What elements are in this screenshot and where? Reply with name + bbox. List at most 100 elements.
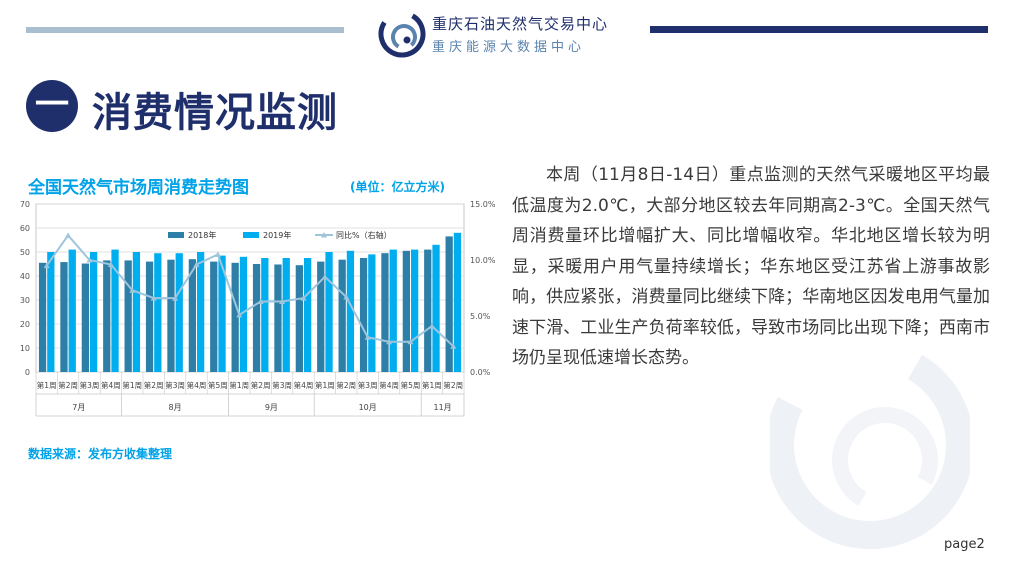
x-week-label: 第2周 — [443, 380, 463, 390]
legend-label-yoy: 同比%（右轴） — [336, 230, 392, 240]
x-week-label: 第4周 — [101, 380, 121, 390]
watermark-logo-icon — [770, 341, 970, 549]
x-week-label: 第5周 — [208, 380, 228, 390]
bar-2019 — [132, 252, 141, 372]
x-month-label: 7月 — [72, 403, 85, 412]
yoy-point — [129, 287, 136, 293]
bar-2018 — [381, 253, 389, 372]
x-week-label: 第5周 — [401, 380, 421, 390]
header-left-rule — [26, 27, 344, 33]
legend-label-2018: 2018年 — [188, 230, 216, 240]
yoy-point — [65, 232, 72, 238]
bar-2019 — [325, 252, 333, 372]
yoy-line — [45, 233, 454, 347]
yoy-point — [43, 262, 50, 269]
bar-2018 — [103, 260, 111, 372]
data-source-note: 数据来源：发布方收集整理 — [28, 447, 173, 461]
yoy-point — [279, 298, 286, 304]
bar-2019 — [111, 249, 119, 372]
bar-2018 — [188, 259, 196, 372]
logo-icon — [378, 10, 426, 58]
bar-2018 — [317, 261, 325, 372]
x-week-label: 第3周 — [272, 380, 292, 390]
header-right-rule — [650, 26, 988, 33]
y-right-tick-label: 15.0% — [470, 200, 496, 209]
bar-2019 — [154, 253, 162, 372]
bar-2018 — [81, 263, 89, 372]
x-week-label: 第3周 — [165, 380, 185, 390]
y-left-tick-label: 60 — [20, 224, 30, 233]
y-right-tick-label: 10.0% — [470, 256, 496, 265]
bar-2018 — [60, 262, 68, 372]
plot-frame — [35, 203, 465, 373]
y-right-tick-label: 5.0% — [470, 312, 491, 321]
bar-2018 — [124, 260, 132, 372]
org-name: 重庆石油天然气交易中心 — [432, 15, 609, 33]
y-right-tick-label: 0.0% — [470, 368, 491, 377]
x-week-label: 第2周 — [144, 380, 164, 390]
y-left-tick-label: 70 — [20, 200, 30, 209]
yoy-point — [407, 338, 414, 345]
bar-2018 — [445, 236, 453, 372]
body-paragraph: 本周（11月8日-14日）重点监测的天然气采暖地区平均最低温度为2.0℃，大部分… — [512, 165, 990, 368]
page-number: page2 — [944, 537, 985, 552]
x-week-label: 第1周 — [122, 380, 142, 390]
x-week-label: 第1周 — [229, 380, 249, 390]
yoy-point — [193, 261, 200, 267]
bar-2019 — [432, 244, 440, 372]
y-left-tick-label: 50 — [20, 248, 30, 257]
bar-2018 — [145, 261, 154, 372]
bar-2019 — [68, 249, 76, 372]
x-month-label: 9月 — [265, 403, 278, 412]
x-month-label: 11月 — [434, 403, 452, 412]
x-week-label: 第2周 — [336, 380, 356, 390]
legend-swatch-2018 — [168, 232, 184, 238]
yoy-point — [107, 261, 114, 267]
bar-2019 — [47, 252, 55, 372]
yoy-point — [236, 311, 243, 318]
legend-swatch-2019 — [243, 232, 259, 238]
bar-2019 — [411, 249, 419, 372]
bar-2019 — [304, 258, 312, 372]
x-week-label: 第1周 — [422, 380, 442, 390]
yoy-point — [214, 251, 221, 257]
bar-2018 — [424, 249, 432, 372]
bar-2019 — [346, 250, 355, 372]
section-number-badge: 一 — [26, 80, 78, 132]
bar-2018 — [338, 259, 346, 372]
yoy-point — [386, 338, 393, 345]
bar-2019 — [197, 252, 205, 372]
bar-2019 — [175, 253, 183, 372]
x-week-label: 第1周 — [315, 380, 335, 390]
x-week-label: 第2周 — [251, 380, 271, 390]
bar-2018 — [38, 262, 47, 372]
section-title: 消费情况监测 — [92, 90, 338, 136]
bar-2019 — [218, 255, 226, 372]
bar-2018 — [402, 250, 410, 372]
yoy-point — [450, 343, 457, 349]
x-week-label: 第1周 — [37, 380, 57, 390]
bar-2019 — [389, 249, 397, 372]
x-week-label: 第3周 — [358, 380, 378, 390]
yoy-point — [321, 273, 328, 280]
y-left-tick-label: 40 — [20, 272, 30, 281]
chart-title: 全国天然气市场周消费走势图 — [28, 178, 249, 198]
yoy-point — [364, 334, 371, 340]
org-subtitle: 重庆能源大数据中心 — [432, 40, 586, 55]
y-left-tick-label: 30 — [20, 296, 30, 305]
x-week-label: 第4周 — [294, 380, 314, 390]
yoy-point — [172, 295, 179, 301]
x-month-label: 10月 — [359, 403, 377, 412]
bar-2019 — [239, 256, 248, 372]
yoy-point — [86, 257, 93, 263]
yoy-point — [428, 323, 435, 329]
bar-2018 — [252, 264, 261, 372]
yoy-point — [150, 295, 157, 301]
bar-2019 — [453, 232, 462, 372]
bar-2018 — [274, 264, 282, 372]
bar-2018 — [295, 265, 303, 372]
bar-2019 — [261, 258, 269, 372]
x-week-label: 第4周 — [187, 380, 207, 390]
bar-2018 — [167, 259, 175, 372]
